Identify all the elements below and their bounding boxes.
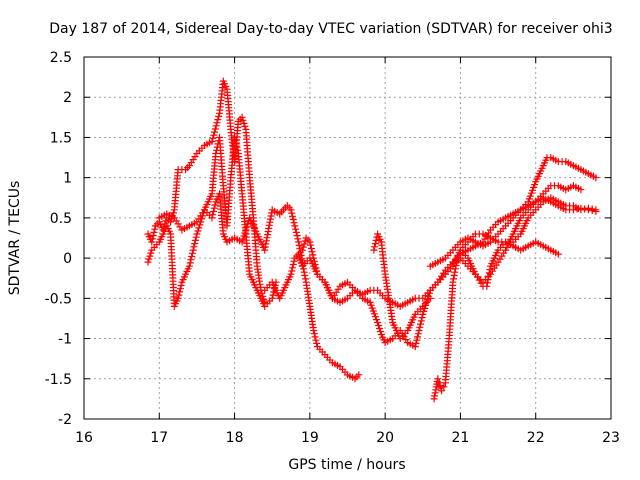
x-tick-label: 18: [226, 430, 244, 446]
series-track-8: [456, 194, 600, 290]
data-point-markers: [144, 77, 269, 306]
series-track-3: [155, 190, 363, 383]
axis-ticks: 16 17 18 19 20 21 22 23 -2 -1.5 -1 -0.5 0 0.5 1 1.5 2 2.5: [45, 50, 620, 446]
x-tick-label: 17: [150, 430, 168, 446]
y-axis-label: SDTVAR / TECUs: [7, 181, 23, 296]
y-tick-label: -1: [58, 332, 72, 348]
y-tick-label: -2: [58, 412, 72, 428]
chart-title: Day 187 of 2014, Sidereal Day-to-day VTE…: [49, 21, 612, 37]
series-track-6: [426, 154, 600, 270]
data-points: [144, 77, 600, 403]
y-tick-label: -0.5: [45, 291, 72, 307]
y-tick-label: 0.5: [50, 211, 72, 227]
data-point-markers: [426, 154, 600, 270]
data-point-markers: [456, 194, 600, 290]
plot-frame: [83, 56, 612, 420]
data-point-markers: [261, 230, 562, 310]
series-track-2: [144, 133, 280, 310]
y-tick-label: -1.5: [45, 372, 72, 388]
data-point-markers: [144, 133, 280, 310]
y-tick-label: 0: [63, 251, 72, 267]
y-tick-label: 1: [63, 171, 72, 187]
series-track-1: [144, 77, 269, 306]
x-tick-label: 21: [452, 430, 470, 446]
data-point-markers: [370, 230, 434, 343]
series-track-9: [370, 230, 434, 343]
x-tick-label: 22: [527, 430, 545, 446]
y-tick-label: 2: [63, 90, 72, 106]
x-tick-label: 20: [376, 430, 394, 446]
x-tick-label: 16: [75, 430, 93, 446]
x-tick-label: 23: [602, 430, 620, 446]
series-track-4: [261, 230, 562, 310]
grid-lines: [84, 57, 611, 419]
y-tick-label: 2.5: [50, 50, 72, 66]
y-tick-label: 1.5: [50, 130, 72, 146]
x-axis-label: GPS time / hours: [288, 457, 405, 473]
x-tick-label: 19: [301, 430, 319, 446]
data-point-markers: [155, 190, 363, 383]
